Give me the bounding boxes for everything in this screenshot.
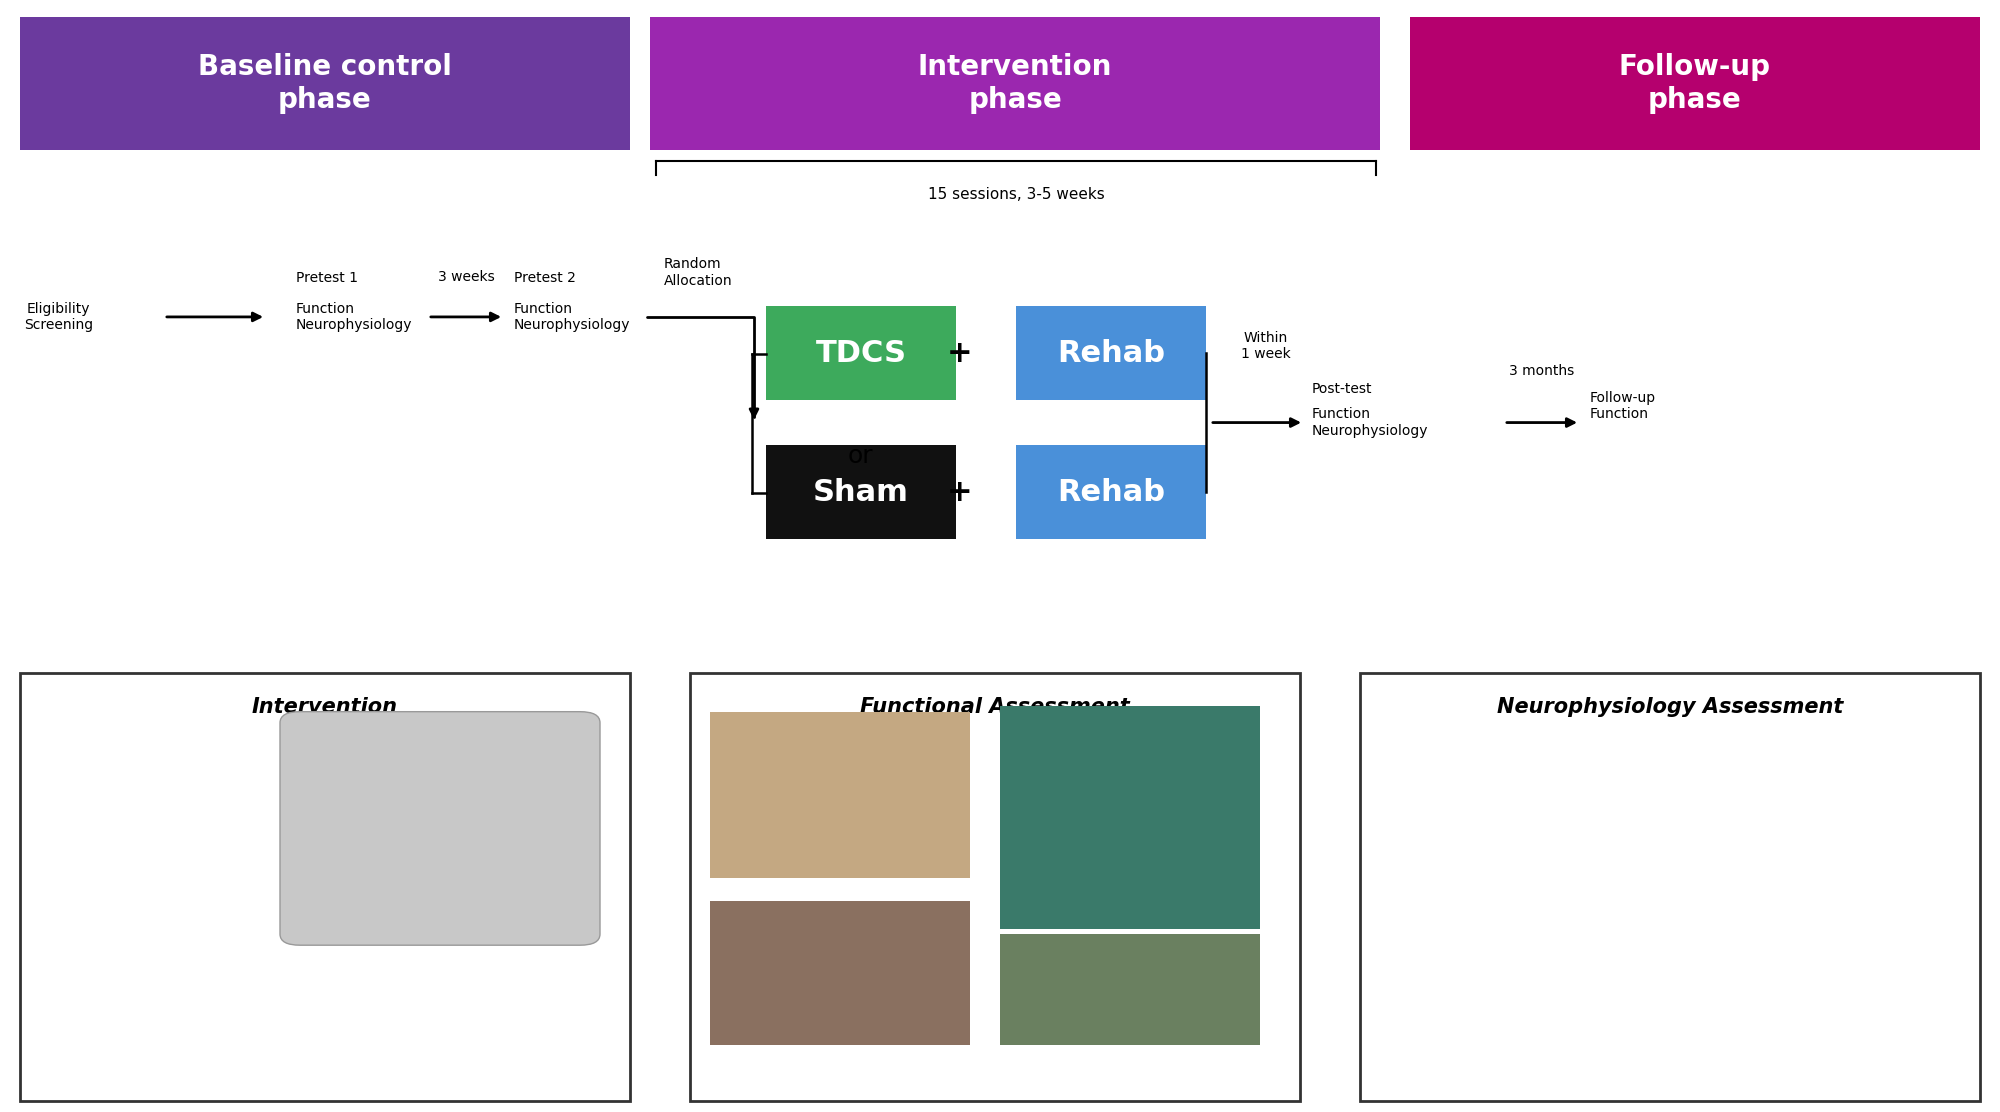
Text: 3 weeks: 3 weeks bbox=[438, 269, 494, 284]
FancyBboxPatch shape bbox=[690, 673, 1300, 1101]
FancyBboxPatch shape bbox=[710, 901, 970, 1045]
Text: Sham: Sham bbox=[814, 477, 908, 507]
Text: Neurophysiology Assessment: Neurophysiology Assessment bbox=[1496, 697, 1844, 717]
Text: Function
Neurophysiology: Function Neurophysiology bbox=[296, 301, 412, 332]
Text: Within
1 week: Within 1 week bbox=[1242, 331, 1290, 361]
Text: +: + bbox=[948, 478, 972, 507]
Text: Pretest 2: Pretest 2 bbox=[514, 271, 576, 285]
Text: or: or bbox=[848, 444, 872, 468]
Text: Intervention: Intervention bbox=[252, 697, 398, 717]
Text: Follow-up
phase: Follow-up phase bbox=[1618, 53, 1772, 113]
FancyBboxPatch shape bbox=[20, 17, 630, 150]
Text: +: + bbox=[948, 339, 972, 368]
FancyBboxPatch shape bbox=[20, 673, 630, 1101]
Text: 3 months: 3 months bbox=[1510, 364, 1574, 378]
Text: Baseline control
phase: Baseline control phase bbox=[198, 53, 452, 113]
FancyBboxPatch shape bbox=[1000, 706, 1260, 929]
FancyBboxPatch shape bbox=[710, 712, 970, 878]
FancyBboxPatch shape bbox=[650, 17, 1380, 150]
FancyBboxPatch shape bbox=[766, 445, 956, 539]
FancyBboxPatch shape bbox=[280, 712, 600, 945]
Text: Functional Assessment: Functional Assessment bbox=[860, 697, 1130, 717]
Text: Rehab: Rehab bbox=[1056, 477, 1164, 507]
Text: 15 sessions, 3-5 weeks: 15 sessions, 3-5 weeks bbox=[928, 187, 1104, 201]
Text: Eligibility
Screening: Eligibility Screening bbox=[24, 301, 94, 332]
Text: Pretest 1: Pretest 1 bbox=[296, 271, 358, 285]
Text: Follow-up
Function: Follow-up Function bbox=[1590, 390, 1656, 421]
FancyBboxPatch shape bbox=[766, 306, 956, 400]
Text: Intervention
phase: Intervention phase bbox=[918, 53, 1112, 113]
Text: Post-test: Post-test bbox=[1312, 383, 1372, 396]
FancyBboxPatch shape bbox=[1000, 934, 1260, 1045]
Text: TDCS: TDCS bbox=[816, 338, 906, 368]
Text: Random
Allocation: Random Allocation bbox=[664, 257, 732, 288]
FancyBboxPatch shape bbox=[1360, 673, 1980, 1101]
FancyBboxPatch shape bbox=[1410, 17, 1980, 150]
FancyBboxPatch shape bbox=[1016, 445, 1206, 539]
FancyBboxPatch shape bbox=[1016, 306, 1206, 400]
Text: Function
Neurophysiology: Function Neurophysiology bbox=[514, 301, 630, 332]
Text: Function
Neurophysiology: Function Neurophysiology bbox=[1312, 407, 1428, 438]
Text: Rehab: Rehab bbox=[1056, 338, 1164, 368]
